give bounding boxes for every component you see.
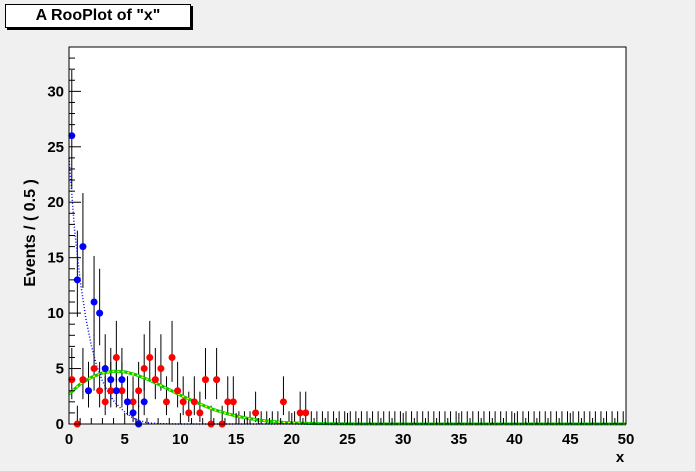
y-tick-label: 20 <box>47 194 64 211</box>
data-point <box>140 398 148 406</box>
data-point <box>190 398 198 406</box>
y-tick-label: 30 <box>47 83 64 100</box>
data-point <box>73 276 81 284</box>
data-point <box>90 298 98 306</box>
data-point <box>118 387 126 395</box>
x-tick-label: 50 <box>618 431 635 448</box>
data-point <box>101 398 109 406</box>
points-layer <box>68 132 310 428</box>
x-tick-label: 0 <box>65 431 73 448</box>
data-point <box>118 376 126 384</box>
x-tick-label: 45 <box>562 431 579 448</box>
x-tick-label: 30 <box>395 431 412 448</box>
data-point <box>146 353 154 361</box>
data-point <box>213 376 221 384</box>
x-tick-label: 40 <box>506 431 523 448</box>
data-point <box>79 243 87 251</box>
data-point <box>151 376 159 384</box>
data-point <box>112 353 120 361</box>
data-point <box>84 387 92 395</box>
plot-area <box>69 47 626 424</box>
data-point <box>140 365 148 373</box>
x-tick-label: 15 <box>228 431 245 448</box>
data-point <box>79 376 87 384</box>
data-point <box>129 409 137 417</box>
data-point <box>96 309 104 317</box>
data-point <box>96 387 104 395</box>
x-tick-label: 20 <box>283 431 300 448</box>
data-point <box>129 398 137 406</box>
data-point <box>201 376 209 384</box>
x-axis-label: x <box>616 449 625 466</box>
data-point <box>185 409 193 417</box>
y-axis-label: Events / ( 0.5 ) <box>22 179 39 287</box>
data-point <box>157 365 165 373</box>
data-point <box>168 353 176 361</box>
y-tick-label: 5 <box>56 361 64 378</box>
fit-curve <box>68 157 626 425</box>
y-tick-label: 0 <box>56 416 64 433</box>
error-bars-layer <box>71 70 624 424</box>
x-tick-label: 5 <box>121 431 129 448</box>
data-point <box>107 387 115 395</box>
x-tick-label: 35 <box>451 431 468 448</box>
x-tick-label: 10 <box>172 431 189 448</box>
chart-title-text: A RooPlot of "x" <box>35 7 161 24</box>
axes-layer: 0 5 10 15 20 25 30 35 40 45 50 0 5 10 15 20 25 30 <box>47 46 635 448</box>
data-point <box>90 365 98 373</box>
chart-title: A RooPlot of "x" <box>5 4 191 28</box>
data-point <box>112 387 120 395</box>
data-point <box>162 398 170 406</box>
data-point <box>252 409 260 417</box>
data-point <box>302 409 310 417</box>
data-point <box>224 398 232 406</box>
data-point <box>174 387 182 395</box>
y-tick-label: 10 <box>47 305 64 322</box>
data-point <box>107 376 115 384</box>
x-tick-label: 25 <box>339 431 356 448</box>
data-point <box>123 398 131 406</box>
data-point <box>101 365 109 373</box>
y-tick-label: 15 <box>47 250 64 267</box>
data-point <box>179 398 187 406</box>
data-point <box>279 398 287 406</box>
data-point <box>229 398 237 406</box>
data-point <box>196 409 204 417</box>
data-point <box>296 409 304 417</box>
y-tick-label: 25 <box>47 139 64 156</box>
data-point <box>135 387 143 395</box>
